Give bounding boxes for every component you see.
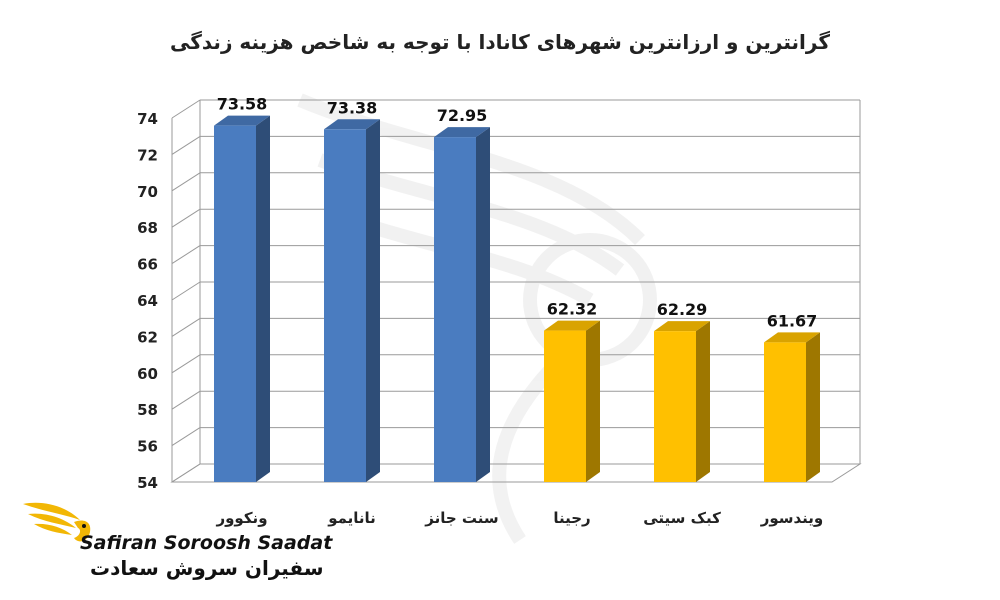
gridline-side [171, 245, 201, 265]
y-tick-label: 66 [137, 256, 158, 274]
y-tick-label: 74 [137, 110, 158, 128]
data-label: 73.38 [327, 98, 378, 117]
category-labels: ونکوور نانایمو سنت جانز رجینا کبک سیتی ویندسو… [215, 509, 823, 527]
bar [654, 321, 710, 482]
y-tick-label: 62 [137, 328, 158, 346]
data-label: 73.58 [217, 95, 268, 114]
x-tick-label: نانایمو [327, 509, 376, 527]
gridlines [170, 99, 862, 483]
y-tick-label: 64 [137, 292, 158, 310]
gridline-side [171, 172, 201, 192]
gridline-side [171, 99, 201, 119]
gridline-side [171, 354, 201, 374]
y-tick-label: 54 [137, 474, 158, 492]
data-label: 62.32 [547, 300, 598, 319]
y-tick-label: 56 [137, 438, 158, 456]
bar [324, 119, 380, 482]
bars [214, 115, 820, 483]
data-labels: 73.58 73.38 72.95 62.32 62.29 61.67 [217, 95, 818, 331]
y-axis: 54 56 58 60 62 64 66 68 70 72 74 [137, 110, 158, 492]
logo: Safiran Soroosh Saadat سفیران سروش سعادت [18, 492, 332, 587]
gridline-side [171, 208, 201, 228]
x-tick-label: رجینا [553, 509, 590, 527]
x-tick-label: ونکوور [215, 509, 267, 527]
data-label: 72.95 [437, 106, 488, 125]
bar [214, 115, 270, 483]
gridline-side [171, 427, 201, 447]
gridline-side [171, 390, 201, 410]
x-tick-label: کبک سیتی [643, 509, 721, 527]
data-label: 61.67 [767, 311, 818, 330]
logo-text-latin: Safiran Soroosh Saadat [80, 532, 333, 554]
data-label: 62.29 [657, 300, 708, 319]
gridline-side [171, 317, 201, 337]
gridline-side [171, 135, 201, 155]
y-tick-label: 72 [137, 146, 158, 164]
bar [544, 320, 600, 482]
y-tick-label: 70 [137, 183, 158, 201]
logo-text-farsi: سفیران سروش سعادت [90, 556, 324, 580]
x-tick-label: ویندسور [760, 509, 824, 527]
bar [434, 127, 490, 483]
y-tick-label: 68 [137, 219, 158, 237]
y-tick-label: 58 [137, 401, 158, 419]
chart-title: گرانترین و ارزانترین شهرهای کانادا با تو… [170, 30, 830, 54]
x-tick-label: سنت جانز [424, 509, 498, 527]
y-tick-label: 60 [137, 365, 158, 383]
gridline-side [171, 281, 201, 301]
bar [764, 332, 820, 482]
swallow-logo-icon [23, 502, 91, 542]
